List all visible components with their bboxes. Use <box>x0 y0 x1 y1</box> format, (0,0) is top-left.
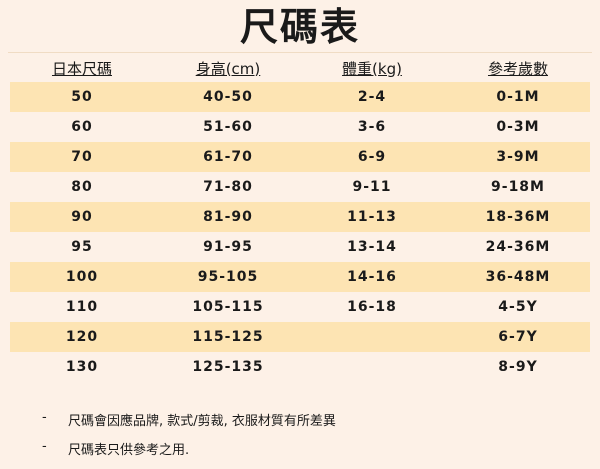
table-cell: 8-9Y <box>498 359 538 375</box>
table-cell: 6-9 <box>357 149 387 165</box>
table-row: 90 81-90 11-13 18-36M <box>10 202 590 232</box>
header-cell: 參考歲數 <box>487 59 548 78</box>
table-cell: 14-16 <box>347 269 397 285</box>
table-cell: 9-11 <box>352 179 392 195</box>
table-row: 70 61-70 6-9 3-9M <box>10 142 590 172</box>
table-cell: 61-70 <box>203 149 253 165</box>
note-text: 尺碼會因應品牌, 款式/剪裁, 衣服材質有所差異 <box>68 414 336 429</box>
table-cell: 3-9M <box>496 149 540 165</box>
table-cell: 16-18 <box>347 299 397 315</box>
table-cell: 110 <box>65 299 99 315</box>
table-cell: 120 <box>65 329 99 345</box>
table-row: 60 51-60 3-6 0-3M <box>10 112 590 142</box>
note-item: - 尺碼會因應品牌, 款式/剪裁, 衣服材質有所差異 <box>42 410 336 429</box>
table-cell: 115-125 <box>192 329 264 345</box>
table-cell: 4-5Y <box>498 299 538 315</box>
table-row: 130 125-135 8-9Y <box>10 352 590 382</box>
table-cell: 51-60 <box>203 119 253 135</box>
table-cell: 130 <box>65 359 99 375</box>
table-row: 95 91-95 13-14 24-36M <box>10 232 590 262</box>
divider <box>8 52 592 53</box>
table-cell: 100 <box>65 269 99 285</box>
table-cell: 40-50 <box>203 89 253 105</box>
table-cell: 11-13 <box>347 209 397 225</box>
table-cell: 50 <box>71 89 93 105</box>
table-cell: 91-95 <box>203 239 253 255</box>
table-cell: 71-80 <box>203 179 253 195</box>
table-cell: 6-7Y <box>498 329 538 345</box>
table-cell: 70 <box>71 149 93 165</box>
table-cell: 125-135 <box>192 359 264 375</box>
table-cell: 0-3M <box>496 119 540 135</box>
table-cell: 24-36M <box>485 239 551 255</box>
note-item: - 尺碼表只供參考之用. <box>42 439 190 458</box>
table-cell: 95 <box>71 239 93 255</box>
table-header: 日本尺碼 身高(cm) 體重(kg) 參考歲數 <box>10 53 590 83</box>
table-row: 50 40-50 2-4 0-1M <box>10 82 590 112</box>
table-cell: 18-36M <box>485 209 551 225</box>
note-text: 尺碼表只供參考之用. <box>68 443 190 458</box>
table-cell: 0-1M <box>496 89 540 105</box>
page-title: 尺碼表 <box>239 5 360 49</box>
header-cell: 日本尺碼 <box>51 59 112 78</box>
table-cell: 80 <box>71 179 93 195</box>
header-cell: 體重(kg) <box>342 59 402 78</box>
table-row: 80 71-80 9-11 9-18M <box>10 172 590 202</box>
table-cell: 95-105 <box>197 269 259 285</box>
table-cell: 2-4 <box>357 89 387 105</box>
table-row: 120 115-125 6-7Y <box>10 322 590 352</box>
table-cell: 36-48M <box>485 269 551 285</box>
table-cell: 9-18M <box>491 179 545 195</box>
header-cell: 身高(cm) <box>195 59 261 78</box>
table-cell: 105-115 <box>192 299 264 315</box>
table-cell: 81-90 <box>203 209 253 225</box>
table-row: 100 95-105 14-16 36-48M <box>10 262 590 292</box>
table-cell: 3-6 <box>357 119 387 135</box>
table-cell: 90 <box>71 209 93 225</box>
table-cell: 60 <box>71 119 93 135</box>
table-row: 110 105-115 16-18 4-5Y <box>10 292 590 322</box>
table-cell: 13-14 <box>347 239 397 255</box>
